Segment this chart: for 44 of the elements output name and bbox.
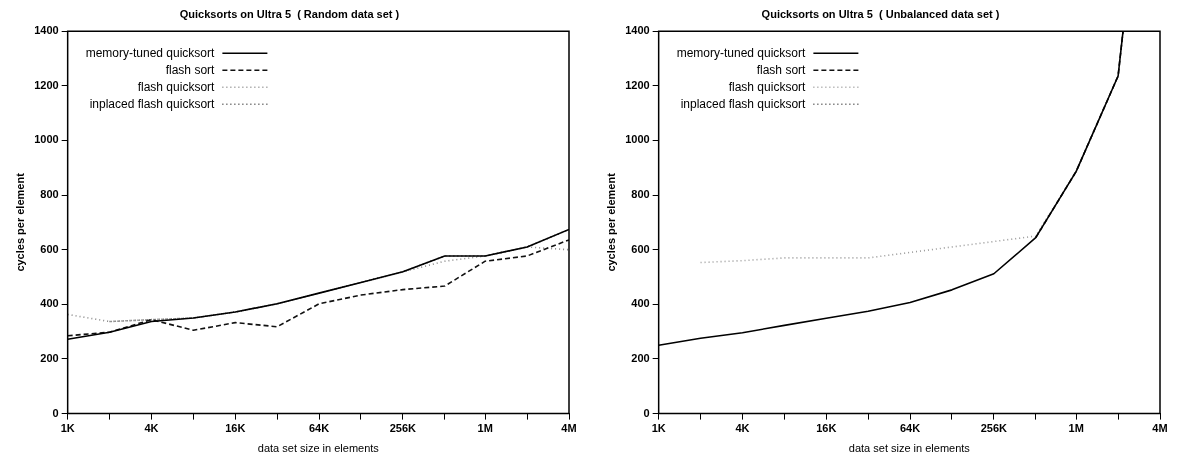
y-tick-label: 1000	[34, 133, 59, 146]
x-tick-label: 256K	[389, 422, 417, 435]
legend-label: inplaced flash quicksort	[680, 96, 807, 111]
x-tick-label: 1M	[477, 422, 493, 435]
y-tick-label: 200	[631, 352, 650, 364]
y-axis-title: cycles per element	[13, 172, 26, 272]
y-tick-label: 800	[40, 188, 59, 201]
y-tick-label: 600	[40, 242, 59, 255]
x-tick-label: 16K	[816, 422, 837, 435]
x-tick-label: 64K	[308, 422, 330, 435]
x-tick-label: 4M	[561, 422, 577, 435]
y-tick-label: 1400	[34, 24, 59, 37]
legend-label: flash quicksort	[728, 79, 807, 94]
legend-label: flash quicksort	[137, 79, 216, 94]
x-tick-label: 4M	[1152, 422, 1168, 435]
x-tick-label: 256K	[980, 422, 1008, 435]
y-tick-label: 800	[631, 188, 650, 201]
y-tick-label: 1200	[34, 78, 59, 91]
y-tick-label: 1400	[625, 24, 650, 37]
y-tick-label: 600	[631, 242, 650, 255]
legend-label: memory-tuned quicksort	[676, 45, 807, 60]
y-tick-label: 400	[40, 297, 59, 310]
chart-title: Quicksorts on Ultra 5 ( Unbalanced data set )	[761, 7, 1000, 20]
x-tick-label: 4K	[144, 422, 159, 435]
x-tick-label: 1K	[60, 422, 75, 435]
legend-label: flash sort	[756, 62, 807, 77]
legend-label: inplaced flash quicksort	[89, 96, 216, 111]
x-tick-label: 1M	[1068, 422, 1084, 435]
legend-label: memory-tuned quicksort	[85, 45, 216, 60]
x-tick-label: 64K	[899, 422, 921, 435]
x-tick-label: 16K	[225, 422, 246, 435]
chart-title: Quicksorts on Ultra 5 ( Random data set )	[179, 7, 400, 20]
x-tick-label: 4K	[735, 422, 750, 435]
y-tick-label: 400	[631, 297, 650, 310]
legend-label: flash sort	[165, 62, 216, 77]
x-axis-title: data set size in elements	[848, 442, 971, 455]
y-tick-label: 0	[643, 406, 650, 419]
y-tick-label: 0	[52, 406, 59, 419]
y-axis-title: cycles per element	[604, 172, 617, 272]
x-axis-title: data set size in elements	[257, 442, 380, 455]
x-tick-label: 1K	[651, 422, 666, 435]
y-tick-label: 200	[40, 352, 59, 364]
y-tick-label: 1000	[625, 133, 650, 146]
y-tick-label: 1200	[625, 78, 650, 91]
